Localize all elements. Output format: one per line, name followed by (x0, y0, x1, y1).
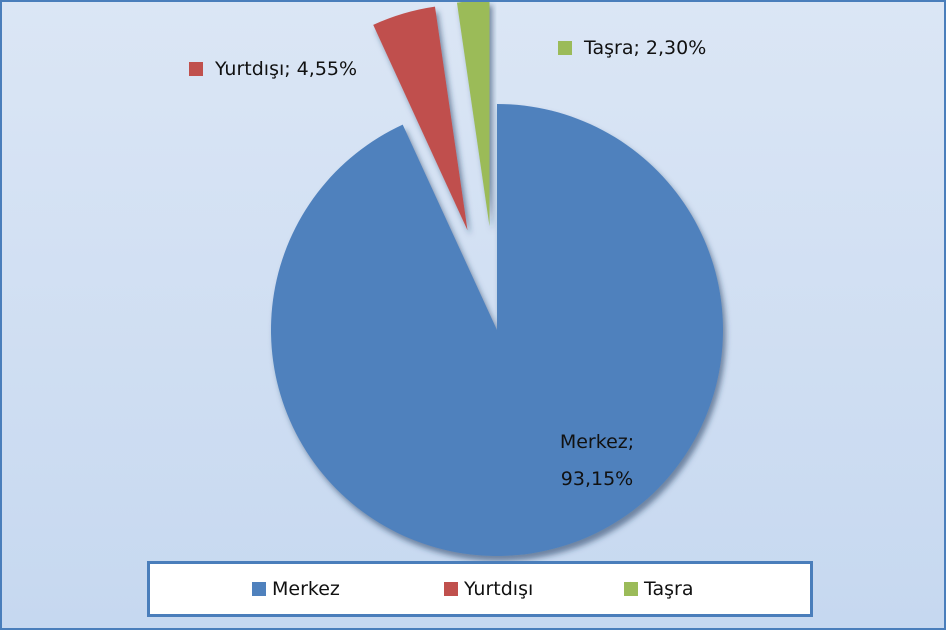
legend-label: Merkez (272, 578, 340, 600)
pie-slice (373, 6, 468, 231)
label-swatch (520, 435, 534, 449)
legend-label: Taşra (644, 578, 694, 600)
legend-swatch (252, 582, 266, 596)
legend-swatch (624, 582, 638, 596)
legend-entry: Yurtdışı (444, 578, 533, 600)
legend-entry: Merkez (252, 578, 340, 600)
label-swatch (558, 41, 572, 55)
legend-swatch (444, 582, 458, 596)
pie-slice (270, 104, 723, 557)
legend-label: Yurtdışı (464, 578, 534, 600)
pie-slice (456, 2, 490, 227)
legend-entry: Taşra (624, 578, 693, 600)
data-label: Yurtdışı; 4,55% (215, 58, 358, 80)
data-label: Merkez; 93,15% (559, 431, 635, 490)
legend: Merkez Yurtdışı Taşra (147, 561, 813, 617)
label-swatch (189, 62, 203, 76)
data-label: Taşra; 2,30% (584, 37, 707, 59)
